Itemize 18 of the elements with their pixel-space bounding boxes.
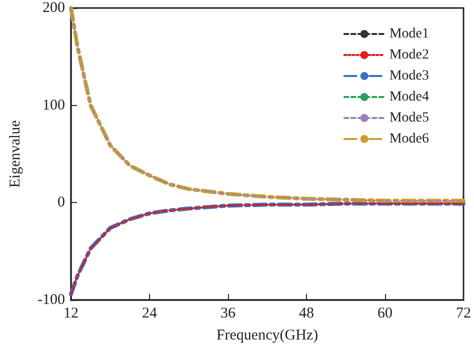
y-tick-label: 200 bbox=[42, 0, 65, 16]
x-axis-title: Frequency(GHz) bbox=[216, 328, 318, 344]
legend-label: Mode1 bbox=[389, 26, 430, 42]
legend-label: Mode5 bbox=[389, 110, 430, 126]
y-tick-label: -100 bbox=[38, 292, 65, 308]
legend-label: Mode2 bbox=[389, 48, 430, 62]
y-tick-label: 0 bbox=[58, 194, 65, 211]
x-tick-label: 72 bbox=[456, 306, 471, 322]
y-tick-label: 100 bbox=[42, 97, 65, 114]
legend-label: Mode3 bbox=[389, 68, 430, 84]
legend-label: Mode6 bbox=[389, 132, 430, 146]
x-tick-label: 48 bbox=[299, 306, 314, 322]
x-tick-label: 12 bbox=[64, 306, 78, 322]
x-tick-label: 60 bbox=[378, 306, 392, 322]
x-tick-label: 36 bbox=[220, 306, 236, 322]
legend-label: Mode4 bbox=[389, 90, 430, 104]
x-tick-label: 24 bbox=[142, 306, 158, 322]
y-axis-title: Eigenvalue bbox=[8, 120, 24, 188]
